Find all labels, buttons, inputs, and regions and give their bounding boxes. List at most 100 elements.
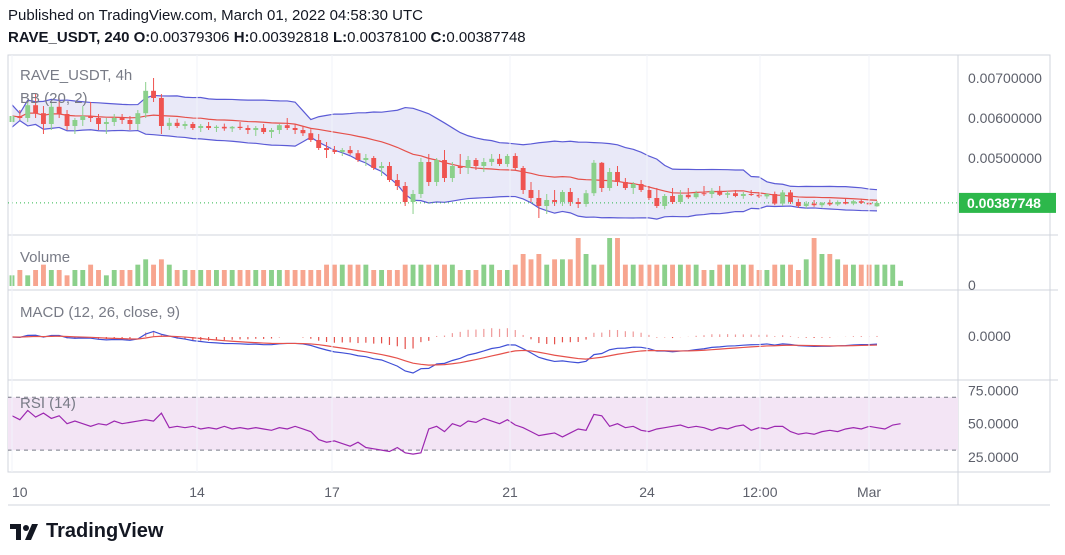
candle-body xyxy=(583,193,589,204)
symbol-label: RAVE_USDT, 4h xyxy=(20,67,132,84)
volume-bar xyxy=(276,270,282,286)
candle-body xyxy=(339,150,345,152)
chart-canvas[interactable]: 0.00700000 0.00600000 0.00500000 0.00387748… xyxy=(0,0,1065,520)
time-tick-label: Mar xyxy=(857,484,881,500)
candle-body xyxy=(827,202,833,205)
candle-body xyxy=(182,124,188,126)
candle-body xyxy=(599,162,605,188)
volume-bar xyxy=(48,270,54,286)
volume-bar xyxy=(803,259,809,286)
candle-body xyxy=(607,172,613,188)
candle-body xyxy=(119,118,125,120)
volume-bar xyxy=(190,270,196,286)
volume-bar xyxy=(575,238,581,286)
volume-bar xyxy=(638,264,644,286)
candle-body xyxy=(355,153,361,160)
candle-body xyxy=(166,122,172,126)
volume-bar xyxy=(88,264,94,286)
candle-body xyxy=(261,128,267,132)
volume-bar xyxy=(874,264,880,286)
volume-bar xyxy=(882,264,888,286)
volume-bar xyxy=(670,264,675,286)
open-value: 0.00379306 xyxy=(150,29,230,46)
volume-bar xyxy=(788,264,793,286)
volume-bar xyxy=(567,259,573,286)
volume-bar xyxy=(206,270,212,286)
candle-body xyxy=(387,166,392,180)
candle-body xyxy=(764,194,770,197)
candle-body xyxy=(850,201,856,204)
volume-bar xyxy=(709,270,715,286)
candle-body xyxy=(701,193,707,195)
close-label: C: xyxy=(430,29,447,46)
candle-body xyxy=(253,128,259,130)
volume-bar xyxy=(654,264,660,286)
last-price-tag-label: 0.00387748 xyxy=(967,195,1041,211)
volume-bar xyxy=(347,264,353,286)
candle-body xyxy=(103,122,109,124)
bb-upper-line xyxy=(11,94,878,191)
volume-bar xyxy=(96,270,101,286)
bb-lower-line xyxy=(11,119,878,220)
price-tick-label: 0.00500000 xyxy=(968,150,1042,166)
candle-body xyxy=(410,194,416,202)
volume-bar xyxy=(214,270,219,286)
volume-bar xyxy=(890,264,896,286)
candle-body xyxy=(717,190,723,195)
volume-bar xyxy=(764,270,770,286)
volume-bar xyxy=(402,264,408,286)
rsi-label: RSI (14) xyxy=(20,395,76,412)
candle-body xyxy=(670,196,675,202)
candle-body xyxy=(394,180,400,186)
volume-bar xyxy=(371,270,377,286)
volume-bar xyxy=(442,264,447,286)
macd-label: MACD (12, 26, close, 9) xyxy=(20,304,180,321)
volume-bar xyxy=(103,275,109,286)
candle-body xyxy=(229,126,235,129)
open-label: O: xyxy=(133,29,151,46)
volume-bar xyxy=(850,264,856,286)
last-price-tag xyxy=(959,192,1056,213)
candle-body xyxy=(347,150,353,154)
volume-bar xyxy=(701,270,707,286)
volume-bar xyxy=(512,264,518,286)
price-tick-label: 0.00600000 xyxy=(968,110,1042,126)
tradingview-logo-icon xyxy=(10,523,38,540)
candle-body xyxy=(33,105,39,114)
time-tick-label: 14 xyxy=(189,484,205,500)
volume-bar xyxy=(324,264,329,286)
volume-bar xyxy=(473,270,479,286)
volume-bar xyxy=(795,270,801,286)
rsi-tick-label: 25.0000 xyxy=(968,449,1019,465)
candle-body xyxy=(622,182,628,188)
candle-body xyxy=(811,203,817,206)
candle-body xyxy=(512,156,518,168)
volume-bar xyxy=(717,264,723,286)
candle-body xyxy=(874,202,880,207)
time-tick-label: 12:00 xyxy=(742,484,777,500)
volume-bar xyxy=(316,270,322,286)
candle-body xyxy=(567,192,573,202)
candle-body xyxy=(418,162,424,194)
volume-bar xyxy=(520,254,526,286)
volume-bar xyxy=(229,270,235,286)
candle-body xyxy=(803,203,809,206)
volume-bar xyxy=(253,270,259,286)
rsi-line xyxy=(11,409,901,455)
volume-bar xyxy=(339,264,345,286)
candle-body xyxy=(434,160,440,182)
volume-bar xyxy=(292,270,298,286)
candle-body xyxy=(591,162,597,194)
volume-bar xyxy=(135,264,141,286)
candle-body xyxy=(615,172,620,182)
volume-bar xyxy=(835,259,841,286)
candle-body xyxy=(646,190,652,198)
volume-bar xyxy=(151,264,156,286)
candle-body xyxy=(190,124,196,128)
volume-bar xyxy=(119,270,125,286)
volume-bar xyxy=(221,270,227,286)
bb-label: BB (20, 2) xyxy=(20,90,88,107)
candle-body xyxy=(426,162,432,182)
volume-bar xyxy=(379,270,385,286)
rsi-tick-label: 50.0000 xyxy=(968,416,1019,432)
